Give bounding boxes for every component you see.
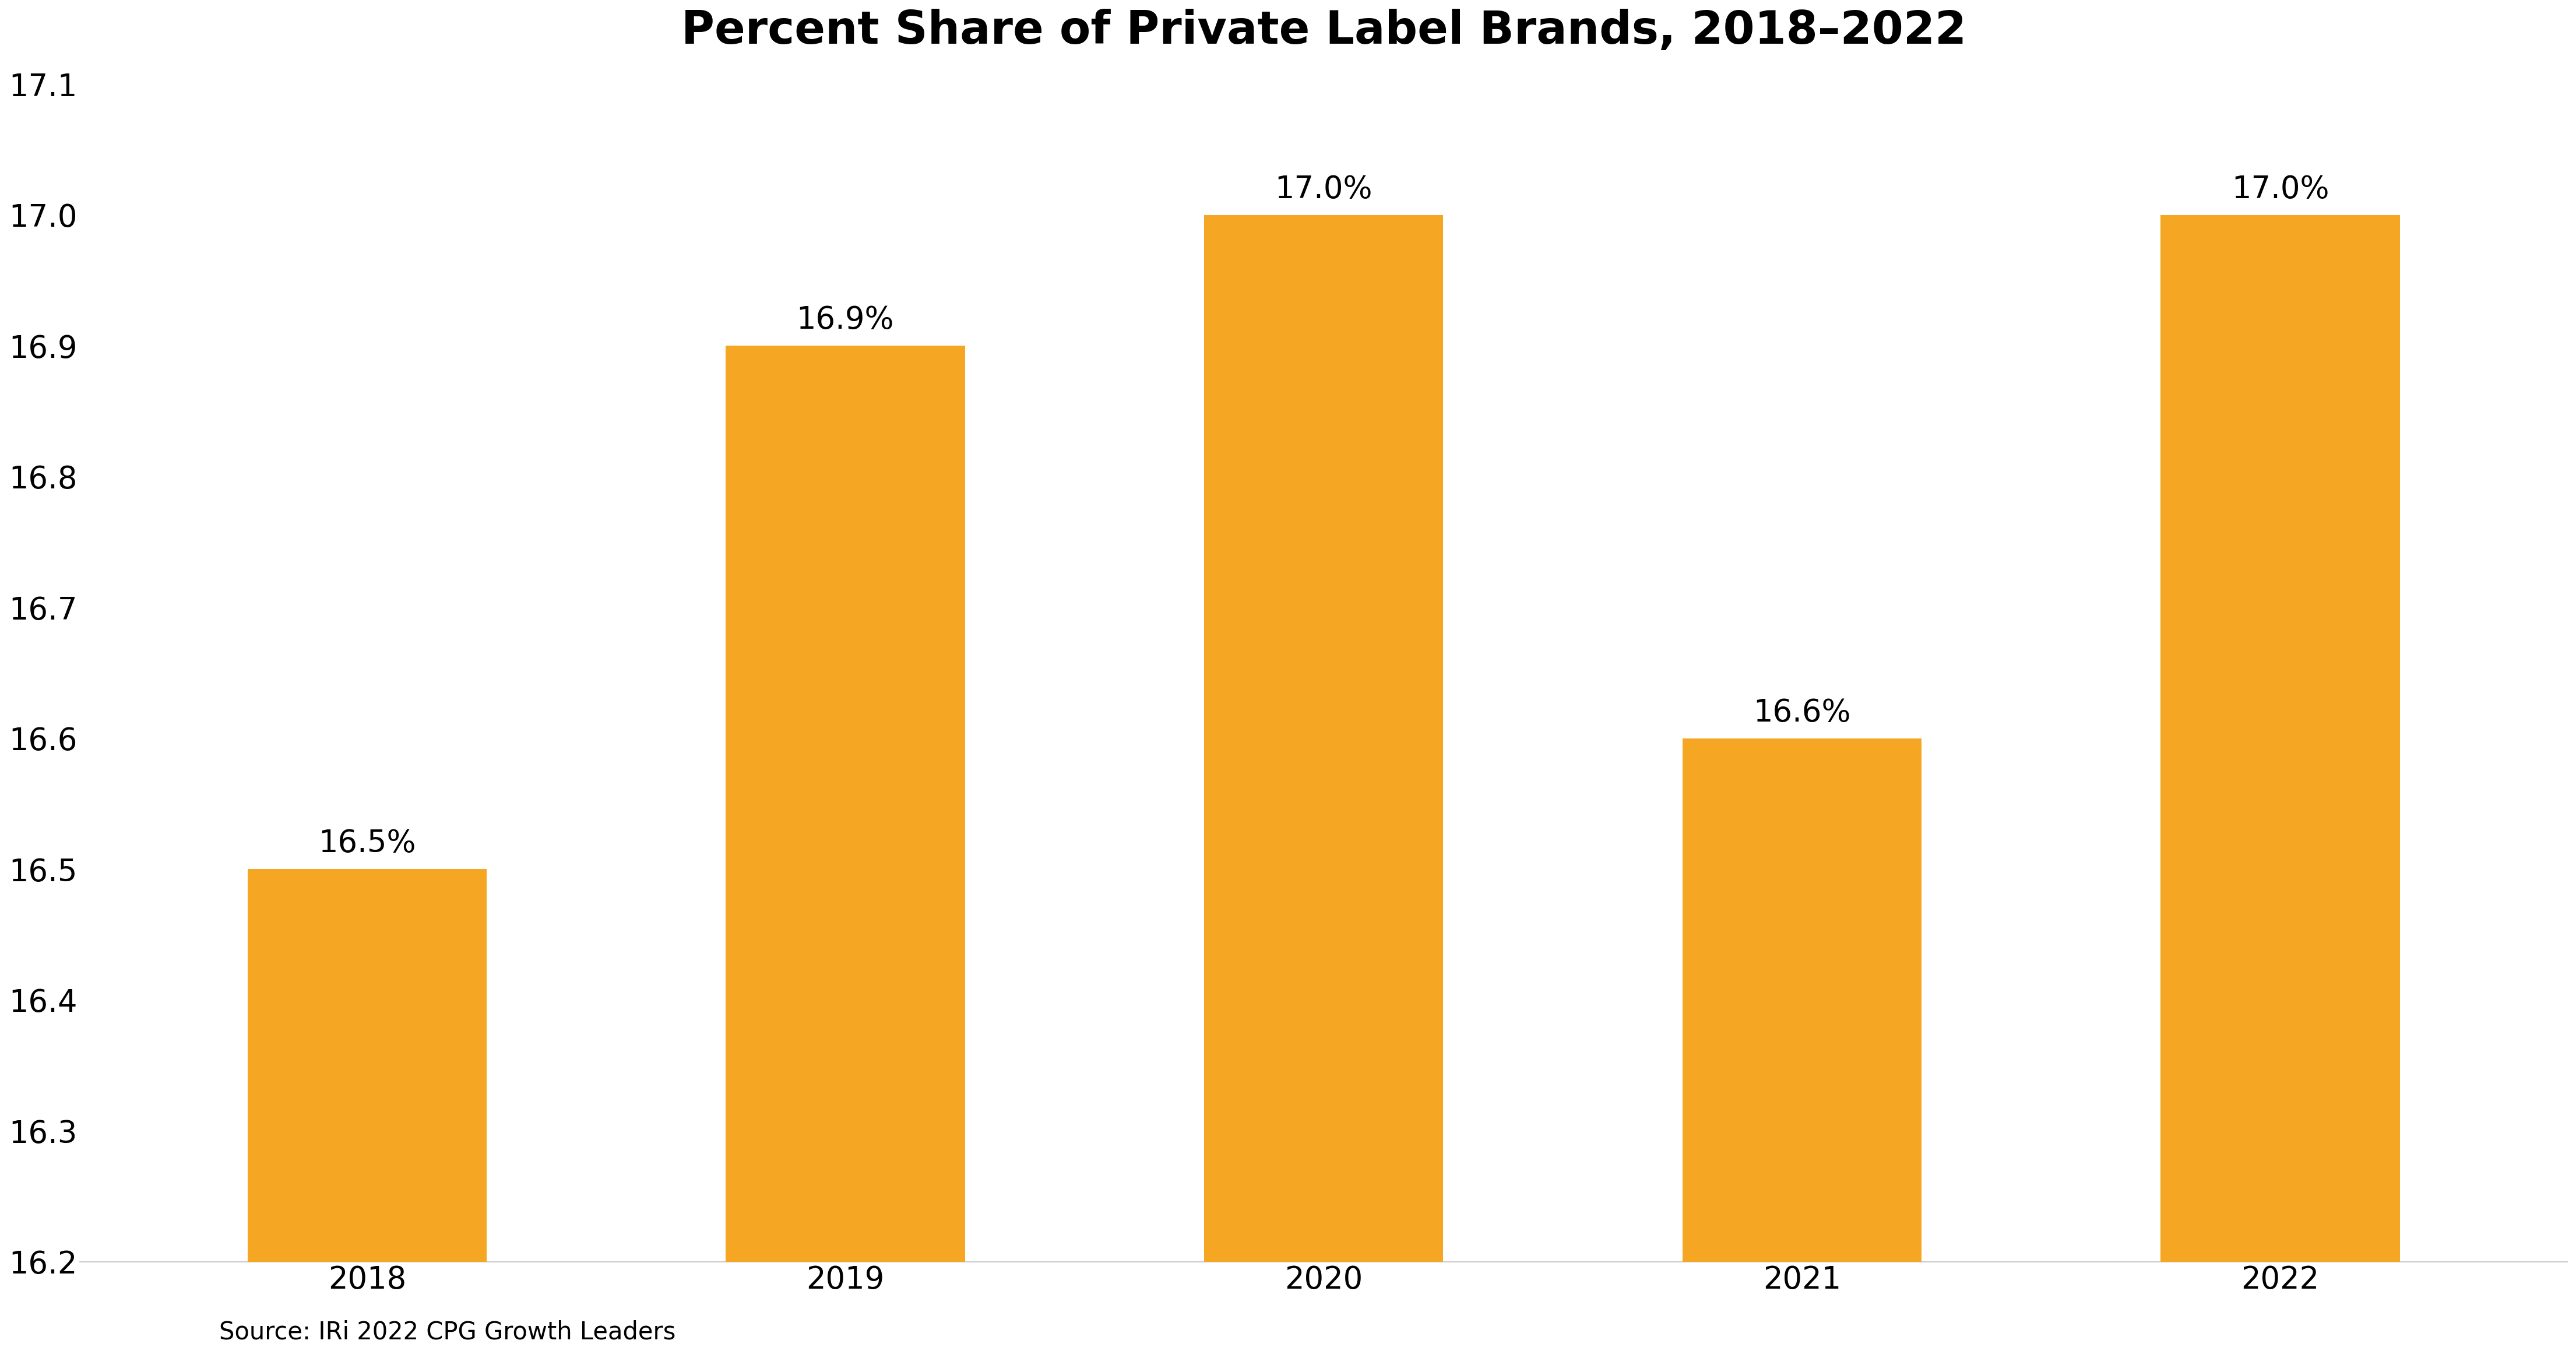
Bar (247, 870, 487, 1261)
Bar (726, 345, 966, 1261)
Text: 17.0%: 17.0% (1275, 175, 1373, 205)
Text: 16.5%: 16.5% (319, 829, 415, 859)
Text: 17.0%: 17.0% (2231, 175, 2329, 205)
Bar (2161, 216, 2401, 1261)
Title: Percent Share of Private Label Brands, 2018–2022: Percent Share of Private Label Brands, 2… (680, 8, 1965, 53)
Bar (1682, 738, 1922, 1261)
Text: 16.9%: 16.9% (796, 306, 894, 336)
Text: 16.6%: 16.6% (1754, 698, 1850, 728)
Text: Source: IRi 2022 CPG Growth Leaders: Source: IRi 2022 CPG Growth Leaders (219, 1320, 675, 1345)
Bar (1203, 216, 1443, 1261)
